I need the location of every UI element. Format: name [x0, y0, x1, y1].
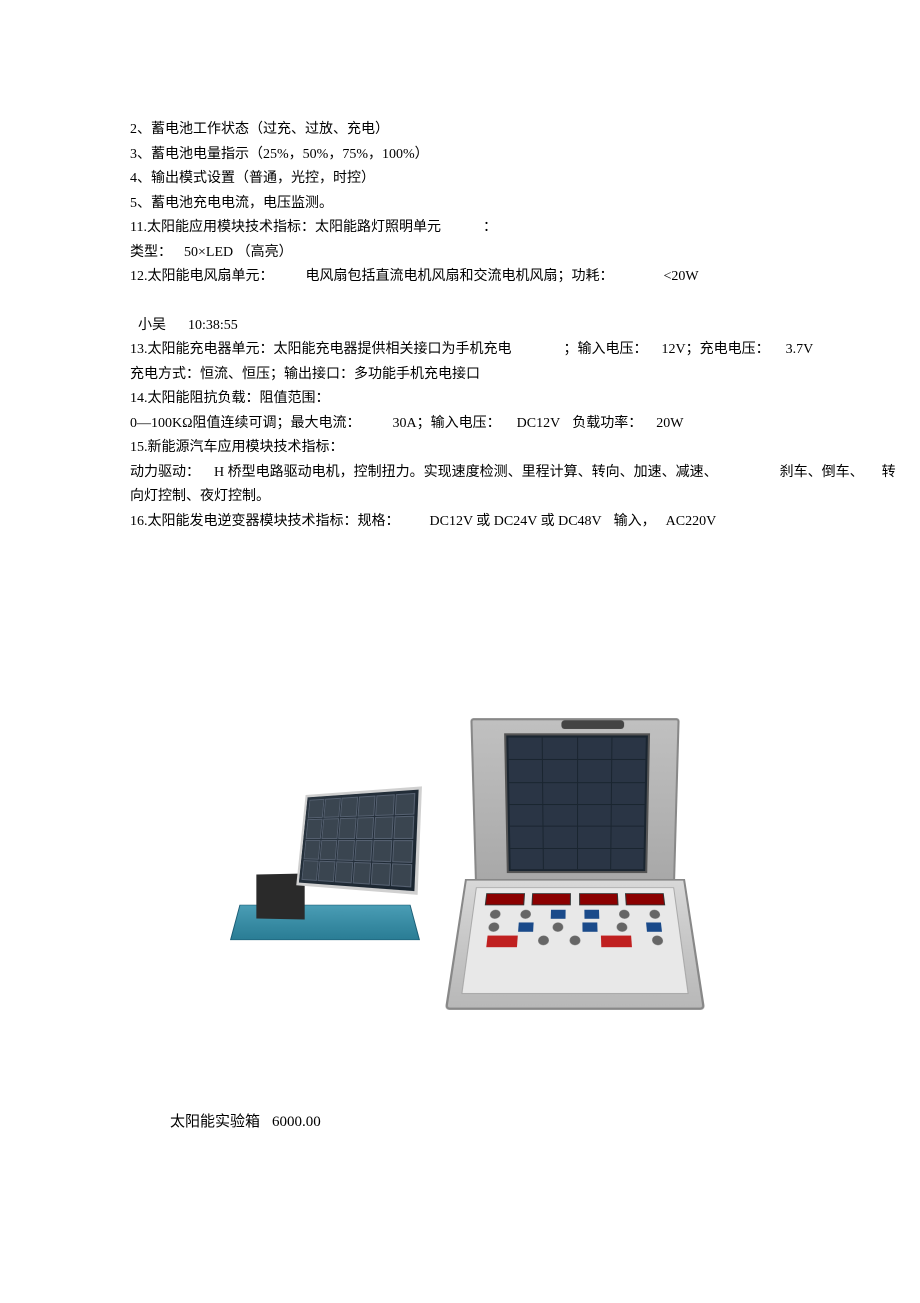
spec-impedance: 0—100KΩ阻值连续可调；最大电流： 30A；输入电压： DC12V 负载功率： 20…	[130, 412, 790, 437]
product-title: 太阳能实验箱 6000.00	[130, 1109, 790, 1135]
spec-item-13: 13.太阳能充电器单元：太阳能充电器提供相关接口为手机充电 ；输入电压： 12V；充…	[130, 338, 790, 363]
control-panel	[461, 887, 689, 994]
text-fragment: 3.7V	[786, 342, 814, 357]
text-fragment: 输入，	[614, 514, 656, 529]
spec-drive: 动力驱动： H 桥型电路驱动电机，控制扭力。实现速度检测、里程计算、转向、加速、减…	[130, 461, 790, 486]
display-icon	[532, 893, 571, 905]
case-body	[445, 879, 705, 1010]
product-price: 6000.00	[272, 1114, 321, 1130]
text-fragment: 12.太阳能电风扇单元：	[130, 269, 274, 284]
knob-icon	[538, 936, 549, 946]
list-item-4: 4、输出模式设置（普通，光控，时控）	[130, 167, 790, 192]
product-name: 太阳能实验箱	[170, 1114, 260, 1130]
button-icon	[550, 910, 565, 919]
solar-panel-image	[220, 784, 440, 954]
knob-icon	[552, 922, 563, 931]
text-fragment: 12V；充电电压：	[662, 342, 770, 357]
list-item-3: 3、蓄电池电量指示（25%，50%，75%，100%）	[130, 143, 790, 168]
button-icon	[646, 922, 662, 931]
spec-type: 类型： 50×LED （高亮）	[130, 241, 790, 266]
text-fragment: 13.太阳能充电器单元：太阳能充电器提供相关接口为手机充电	[130, 342, 512, 357]
knob-icon	[489, 910, 500, 919]
knob-icon	[570, 936, 581, 946]
text-fragment: ；输入电压：	[564, 342, 648, 357]
text-fragment: 小吴	[138, 318, 166, 333]
text-fragment: 10:38:55	[188, 318, 238, 333]
display-icon	[485, 893, 525, 905]
text-fragment: ：	[483, 220, 497, 235]
text-fragment: 动力驱动：	[130, 465, 200, 480]
tilted-panel	[296, 786, 422, 894]
text-fragment: 3、蓄电池电量指示（	[130, 147, 263, 162]
text-fragment: 20W	[656, 416, 683, 431]
spec-drive-cont: 向灯控制、夜灯控制。	[130, 485, 790, 510]
button-icon	[582, 922, 597, 931]
display-icon	[579, 893, 618, 905]
text-fragment: H 桥型电路驱动电机，控制扭力。实现速度检测、里程计算、转向、加速、减速、	[214, 465, 718, 480]
text-fragment: 16.太阳能发电逆变器模块技术指标：规格：	[130, 514, 400, 529]
panel-cells	[299, 790, 419, 892]
spec-charging: 充电方式：恒流、恒压；输出接口：多功能手机充电接口	[130, 363, 790, 388]
text-fragment: AC220V	[666, 514, 717, 529]
spec-item-14: 14.太阳能阻抗负载：阻值范围：	[130, 387, 790, 412]
text-fragment: DC12V 或 DC24V 或 DC48V	[430, 514, 602, 529]
text-fragment: DC12V	[517, 416, 561, 431]
lid-solar-panel	[504, 733, 650, 873]
spec-item-16: 16.太阳能发电逆变器模块技术指标：规格： DC12V 或 DC24V 或 DC4…	[130, 510, 790, 535]
text-fragment: 类型：	[130, 245, 172, 260]
text-fragment: 刹车、倒车、	[780, 465, 864, 480]
button-icon	[585, 910, 600, 919]
spec-item-12: 12.太阳能电风扇单元： 电风扇包括直流电机风扇和交流电机风扇；功耗： <20W	[130, 265, 790, 290]
blank-line	[130, 290, 790, 314]
spec-item-15: 15.新能源汽车应用模块技术指标：	[130, 436, 790, 461]
text-fragment: 负载功率：	[572, 416, 642, 431]
knob-icon	[520, 910, 531, 919]
list-item-5: 5、蓄电池充电电流，电压监测。	[130, 192, 790, 217]
knob-icon	[652, 936, 664, 946]
text-fragment: 0—100KΩ阻值连续可调；最大电流：	[130, 416, 361, 431]
knob-icon	[617, 922, 628, 931]
knob-icon	[488, 922, 500, 931]
red-button-icon	[601, 936, 632, 948]
solar-case-image	[460, 724, 690, 1014]
text-fragment: <20W	[664, 269, 699, 284]
display-icon	[625, 893, 665, 905]
knob-icon	[649, 910, 660, 919]
text-fragment: 转	[882, 465, 896, 480]
product-images	[120, 724, 790, 1014]
text-fragment: 50×LED （高亮）	[184, 245, 293, 260]
spec-item-11: 11.太阳能应用模块技术指标：太阳能路灯照明单元 ：	[130, 216, 790, 241]
document-content: 2、蓄电池工作状态（过充、过放、充电） 3、蓄电池电量指示（25%，50%，75…	[130, 118, 790, 1135]
case-lid	[470, 718, 679, 884]
text-fragment: 11.太阳能应用模块技术指标：太阳能路灯照明单元	[130, 220, 441, 235]
knob-icon	[619, 910, 630, 919]
chat-timestamp: 小吴 10:38:55	[130, 314, 790, 339]
text-fragment: 25%，50%，75%，100%）	[263, 147, 429, 162]
text-fragment: 电风扇包括直流电机风扇和交流电机风扇；功耗：	[306, 269, 614, 284]
button-icon	[518, 922, 534, 931]
list-item-2: 2、蓄电池工作状态（过充、过放、充电）	[130, 118, 790, 143]
handle	[561, 720, 624, 729]
text-fragment: 30A；输入电压：	[393, 416, 501, 431]
red-button-icon	[486, 936, 518, 948]
